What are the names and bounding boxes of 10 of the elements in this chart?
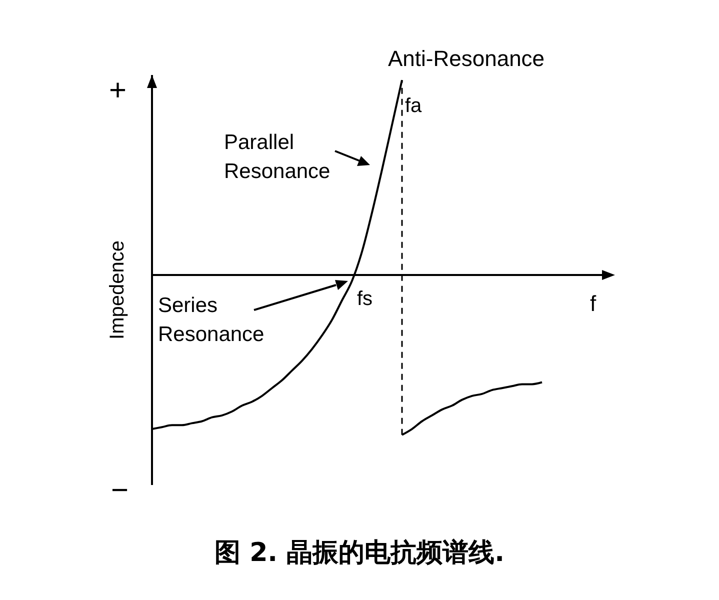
annotation: Parallel Resonance [224, 130, 332, 186]
text: 图 2. 晶振的电抗频谱线. [214, 537, 506, 570]
y-axis-title: Impedence [106, 240, 130, 340]
text: − [111, 473, 129, 509]
annotation: Series Resonance [158, 293, 266, 348]
annotation: fs [357, 287, 373, 312]
x-axis-title: f [590, 291, 596, 317]
annotation: fa [405, 94, 422, 119]
text: + [109, 73, 127, 109]
text: Anti-Resonance [388, 45, 545, 73]
